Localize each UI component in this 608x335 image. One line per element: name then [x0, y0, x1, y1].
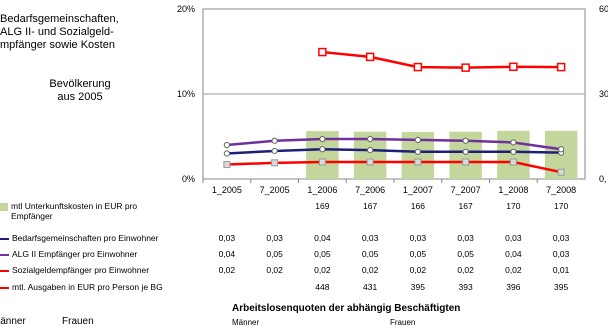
series-line	[322, 50, 562, 69]
y-tick-label-left: 0%	[182, 174, 195, 184]
data-point	[319, 146, 326, 153]
data-point	[413, 62, 423, 72]
data-point	[510, 148, 517, 155]
series-line	[226, 147, 562, 155]
left-label-male: länner	[0, 316, 26, 327]
data-point	[461, 63, 470, 72]
data-point	[414, 148, 421, 155]
x-tick-label: 7_2005	[260, 185, 290, 195]
description-sub: Bevölkerung	[49, 78, 111, 90]
description-line: mpfänger sowie Kosten	[0, 39, 115, 51]
data-point	[414, 158, 422, 166]
x-tick-label: 7_2008	[546, 185, 576, 195]
bar	[497, 130, 530, 179]
description-sub: aus 2005	[57, 91, 103, 103]
data-point	[414, 136, 421, 143]
series-line	[226, 160, 562, 174]
data-point	[271, 137, 278, 144]
data-point	[319, 135, 326, 143]
data-point	[366, 158, 374, 166]
x-tick-label: 7_2007	[451, 185, 481, 195]
data-point	[223, 161, 231, 169]
column-header-female: Frauen	[390, 318, 416, 327]
y-tick-label-right: 60	[599, 4, 608, 14]
x-tick-label: 1_2008	[498, 185, 528, 195]
data-point	[271, 147, 278, 155]
data-point	[509, 62, 518, 72]
data-point	[318, 47, 327, 57]
data-point	[462, 158, 470, 166]
left-label-female: Frauen	[62, 316, 94, 327]
y-tick-label-left: 20%	[177, 4, 195, 14]
data-point	[557, 168, 565, 176]
section-title: Arbeitslosenquoten der abhängig Beschäft…	[232, 303, 461, 314]
x-tick-label: 7_2006	[355, 185, 385, 195]
data-point	[367, 147, 374, 154]
description-line: Bedarfsgemeinschaften,	[0, 13, 119, 25]
data-point	[462, 137, 469, 144]
column-header-male: Männer	[232, 318, 260, 327]
data-point	[365, 52, 375, 62]
data-point	[558, 146, 565, 153]
data-point	[556, 62, 566, 72]
data-point	[462, 148, 469, 155]
x-tick-label: 1_2006	[307, 185, 337, 195]
chart-svg: 0% 10% 20% 0, 30 60 1_2005 7_2005 1_2006 7_2006 1_…	[177, 4, 608, 195]
series-line	[226, 137, 562, 151]
y-tick-label-left: 10%	[177, 89, 195, 99]
data-point	[367, 135, 374, 143]
data-point	[223, 150, 230, 157]
description-line: ALG II- und Sozialgeld-	[0, 26, 114, 38]
x-tick-label: 1_2007	[403, 185, 433, 195]
y-tick-label-right: 0,	[599, 174, 607, 184]
data-point	[318, 158, 326, 166]
data-point	[510, 139, 517, 146]
y-tick-label-right: 30	[599, 89, 608, 99]
x-tick-label: 1_2005	[212, 185, 242, 195]
data-point	[223, 141, 230, 149]
data-point	[509, 158, 517, 166]
description: Bedarfsgemeinschaften, ALG II- und Sozia…	[0, 13, 160, 103]
data-point	[271, 159, 279, 167]
